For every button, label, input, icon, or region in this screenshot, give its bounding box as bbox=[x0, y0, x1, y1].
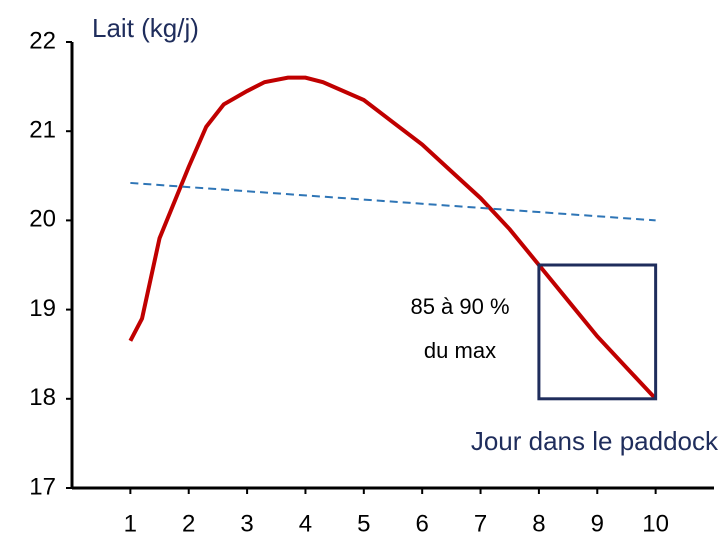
x-tick-label: 4 bbox=[299, 510, 312, 537]
y-tick-label: 22 bbox=[29, 27, 56, 54]
x-tick-label: 9 bbox=[591, 510, 604, 537]
x-tick-label: 1 bbox=[124, 510, 137, 537]
x-tick-label: 7 bbox=[474, 510, 487, 537]
x-axis-label: Jour dans le paddock bbox=[471, 426, 719, 456]
annotation: 85 à 90 % bbox=[410, 294, 509, 319]
annotation: du max bbox=[424, 338, 496, 363]
y-tick-label: 17 bbox=[29, 473, 56, 500]
x-tick-label: 8 bbox=[532, 510, 545, 537]
x-tick-label: 2 bbox=[182, 510, 195, 537]
x-tick-label: 10 bbox=[642, 510, 669, 537]
y-tick-label: 19 bbox=[29, 295, 56, 322]
trend-line bbox=[130, 181, 656, 222]
y-axis-label: Lait (kg/j) bbox=[92, 13, 199, 43]
y-tick-label: 21 bbox=[29, 117, 56, 144]
y-tick-label: 18 bbox=[29, 384, 56, 411]
x-tick-label: 5 bbox=[357, 510, 370, 537]
y-tick-label: 20 bbox=[29, 206, 56, 233]
x-tick-label: 6 bbox=[416, 510, 429, 537]
highlight-box bbox=[537, 263, 658, 401]
x-tick-label: 3 bbox=[240, 510, 253, 537]
milk-curve bbox=[128, 75, 658, 401]
